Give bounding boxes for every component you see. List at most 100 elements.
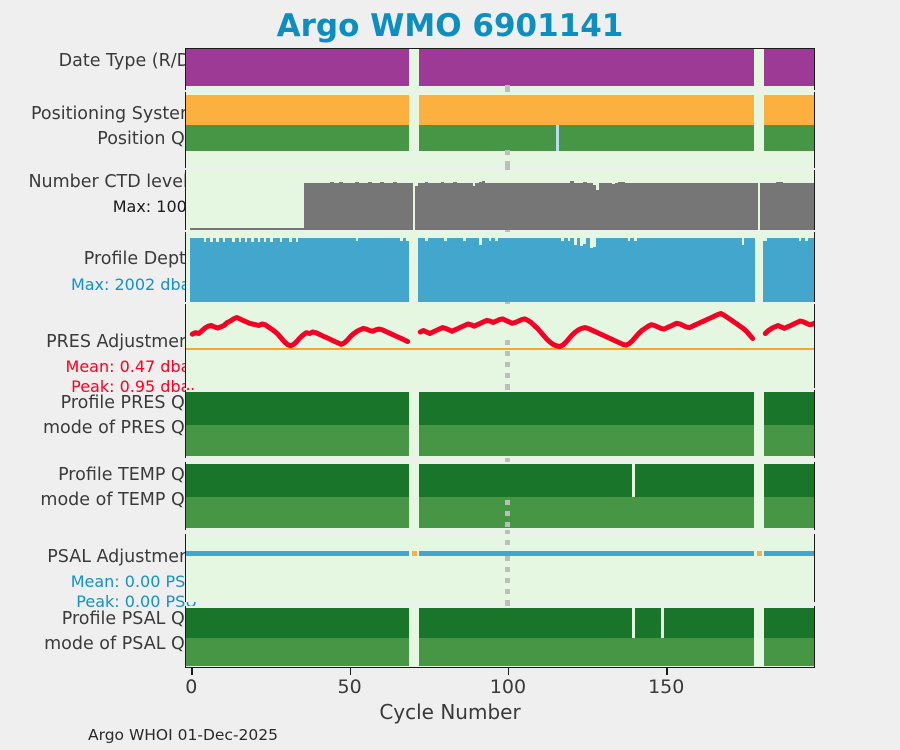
profile-depth-bar <box>443 241 448 302</box>
panel-psal-qc <box>185 606 815 668</box>
profile-depth-bar <box>715 238 720 302</box>
row-label-ctd-levels: Max: 1000 <box>112 197 197 216</box>
profile-depth-bar <box>437 238 442 302</box>
profile-depth-bar <box>193 238 198 302</box>
ctd-levels-bar <box>282 228 287 230</box>
profile-depth-bar <box>241 238 245 302</box>
ctd-levels-bar <box>795 182 799 230</box>
profile-depth-bar <box>763 241 768 302</box>
profile-depth-bar <box>269 242 274 302</box>
guide-dot <box>505 88 511 93</box>
ctd-levels-bar <box>715 182 720 230</box>
mode-psal-qc-band-segment <box>763 638 814 666</box>
ctd-levels-bar <box>424 181 429 230</box>
ctd-levels-bar <box>579 182 584 230</box>
row-label-pres-adjustment: Mean: 0.47 dbar <box>65 357 197 376</box>
panel-profile-depth <box>185 232 815 302</box>
profile-depth-bar <box>554 238 559 302</box>
profile-depth-bar <box>355 241 359 302</box>
panel-pres-adjustment <box>185 304 815 388</box>
ctd-levels-bar <box>639 182 644 230</box>
profile-depth-bar <box>624 238 628 302</box>
guide-dot-group <box>505 230 511 232</box>
ctd-levels-bar <box>643 182 647 230</box>
profile-depth-bar <box>649 238 654 302</box>
profile-depth-bar <box>310 238 315 302</box>
ctd-levels-bar <box>275 228 280 230</box>
profile-depth-bar <box>266 238 271 302</box>
profile-depth-bar <box>709 238 714 302</box>
profile-depth-bar <box>643 238 647 302</box>
profile-depth-bar <box>586 238 590 302</box>
ctd-levels-bar <box>741 182 746 230</box>
ctd-levels-bar <box>522 182 527 230</box>
ctd-levels-bar <box>241 228 245 230</box>
ctd-levels-bar <box>355 181 359 230</box>
ctd-levels-bar <box>263 228 268 230</box>
ctd-levels-bar <box>595 189 600 230</box>
ctd-levels-bar <box>294 228 299 230</box>
profile-depth-bar <box>386 238 391 302</box>
positioning-system-band-segment <box>418 95 755 125</box>
ctd-levels-bar <box>665 182 670 230</box>
guide-dot <box>505 589 511 594</box>
profile-depth-bar <box>494 241 499 302</box>
profile-depth-bar <box>782 238 787 302</box>
x-tick-label: 100 <box>489 676 527 698</box>
profile-depth-bar <box>228 238 233 302</box>
profile-depth-bar <box>658 238 663 302</box>
ctd-levels-bar <box>374 182 378 230</box>
profile-depth-bar <box>421 238 426 302</box>
ctd-levels-bar <box>655 182 660 230</box>
ctd-levels-bar <box>671 182 676 230</box>
profile-depth-bar <box>576 238 581 302</box>
profile-depth-bar <box>564 238 568 302</box>
profile-depth-bar <box>237 242 242 302</box>
profile-depth-bar <box>700 238 704 302</box>
positioning-system-band-segment <box>186 95 410 125</box>
ctd-levels-bar <box>222 228 226 230</box>
ctd-levels-bar <box>336 182 340 230</box>
ctd-levels-bar <box>602 182 606 230</box>
ctd-levels-bar <box>393 181 397 230</box>
guide-dot <box>505 600 511 605</box>
ctd-levels-bar <box>244 228 249 230</box>
ctd-levels-bar <box>370 182 375 230</box>
mode-pres-qc-band-segment <box>418 425 755 456</box>
ctd-levels-bar <box>218 228 223 230</box>
profile-depth-bar <box>279 242 283 302</box>
profile-depth-bar <box>275 238 280 302</box>
ctd-levels-bar <box>801 182 806 230</box>
profile-depth-bar <box>491 238 495 302</box>
guide-dot <box>505 511 511 516</box>
profile-depth-bar <box>364 238 369 302</box>
x-tick-mark <box>191 668 193 675</box>
ctd-levels-bar <box>532 182 537 230</box>
psal-adjustment-line-segment <box>186 551 410 556</box>
guide-dot-group <box>505 166 511 170</box>
position-qc-band-anomaly <box>556 125 560 151</box>
guide-dot <box>505 458 511 462</box>
profile-temp-qc-band-anomaly <box>632 464 636 497</box>
profile-depth-bar <box>545 238 549 302</box>
ctd-levels-bar <box>668 182 673 230</box>
ctd-levels-bar <box>389 182 394 230</box>
ctd-levels-bar <box>573 182 578 230</box>
panel-date-type <box>185 48 815 90</box>
guide-dot <box>505 522 511 527</box>
profile-depth-bar <box>560 241 565 302</box>
profile-depth-bar <box>304 238 309 302</box>
mode-temp-qc-band-segment <box>186 497 410 528</box>
ctd-levels-bar <box>779 181 784 230</box>
profile-psal-qc-band-anomaly <box>660 608 664 638</box>
profile-depth-bar <box>465 238 470 302</box>
profile-depth-bar <box>389 238 394 302</box>
profile-depth-bar <box>608 238 613 302</box>
ctd-levels-bar <box>491 182 495 230</box>
position-qc-band-segment <box>763 125 814 151</box>
row-label-psal-adjustment: Peak: 0.00 PSU <box>76 592 197 611</box>
ctd-levels-bar <box>247 228 252 230</box>
profile-depth-bar <box>484 238 489 302</box>
ctd-levels-bar <box>380 181 385 230</box>
profile-depth-bar <box>336 238 340 302</box>
